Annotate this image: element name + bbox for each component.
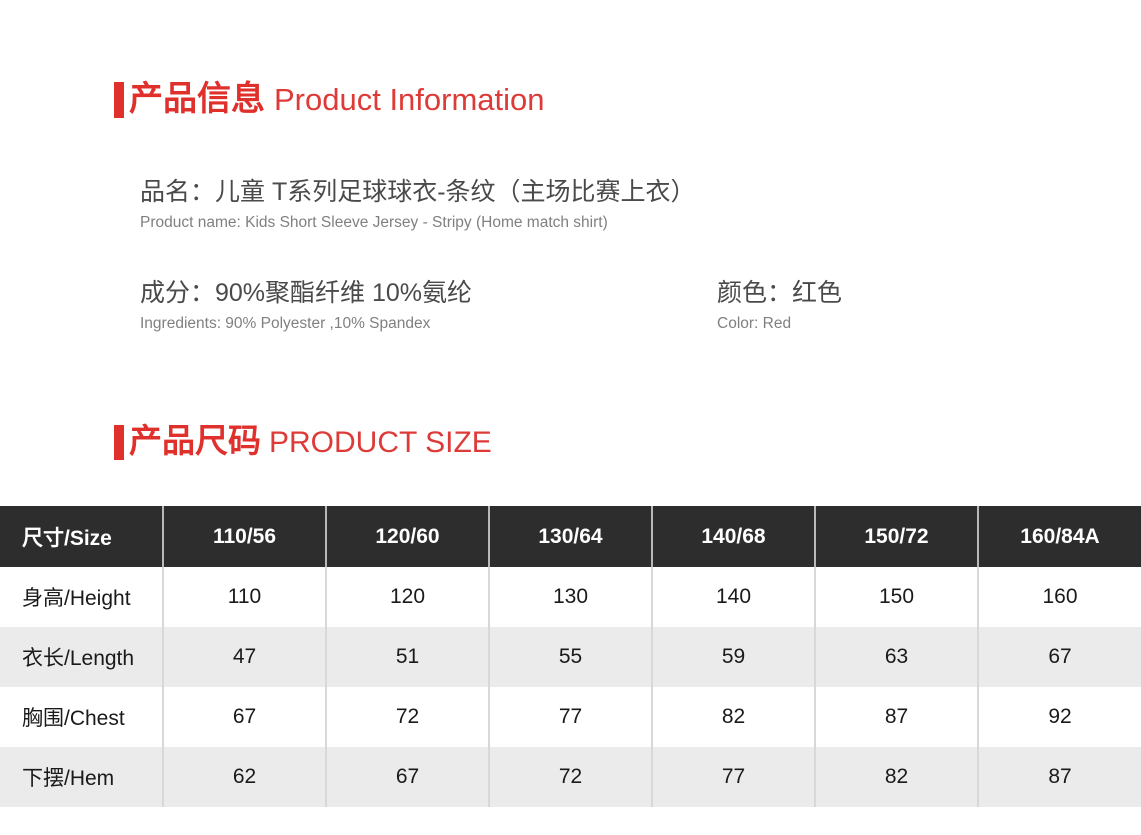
section-heading-product-info: 产品信息 Product Information [114,79,545,120]
size-table-body: 身高/Height 110 120 130 140 150 160 衣长/Length 47 51… [0,567,1141,807]
product-name-cn: 品名：儿童 T系列足球球衣-条纹（主场比赛上衣） [140,178,696,206]
size-table-column-header: 110/56 [162,506,326,567]
size-table-cell: 72 [488,747,652,807]
size-table-head: 尺寸/Size 110/56 120/60 130/64 140/68 150/72 160… [0,506,1141,567]
size-table-cell: 72 [325,687,489,747]
size-table-cell: 47 [162,627,326,687]
size-table-cell: 67 [162,687,326,747]
size-table-cell: 77 [651,747,815,807]
size-table-cell: 67 [977,627,1141,687]
size-table-row-label: 胸围/Chest [0,687,163,747]
size-table-cell: 160 [977,567,1141,627]
size-table-cell: 82 [651,687,815,747]
size-table-row: 下摆/Hem 62 67 72 77 82 87 [0,747,1141,807]
size-table-column-header: 130/64 [488,506,652,567]
size-table-cell: 92 [977,687,1141,747]
ingredients-field: 成分：90%聚酯纤维 10%氨纶 Ingredients: 90% Polyes… [140,276,472,335]
size-table-row: 身高/Height 110 120 130 140 150 160 [0,567,1141,627]
section-title-cn: 产品信息 [129,80,265,118]
red-accent-bar-icon [114,424,124,460]
size-table-row-label: 衣长/Length [0,627,163,687]
size-table-cell: 130 [488,567,652,627]
size-table-cell: 77 [488,687,652,747]
red-accent-bar-icon [114,81,124,118]
size-table-cell: 120 [325,567,489,627]
size-table-column-header: 150/72 [814,506,978,567]
product-name-field: 品名：儿童 T系列足球球衣-条纹（主场比赛上衣） Product name: K… [140,175,696,234]
color-en: Color: Red [717,315,792,332]
size-table-row: 衣长/Length 47 51 55 59 63 67 [0,627,1141,687]
size-table-cell: 67 [325,747,489,807]
size-table-cell: 110 [162,567,326,627]
product-size-table: 尺寸/Size 110/56 120/60 130/64 140/68 150/72 160… [0,506,1141,807]
size-table-row-label: 下摆/Hem [0,747,163,807]
size-table-cell: 140 [651,567,815,627]
color-field: 颜色：红色 Color: Red [717,276,842,335]
size-table-row: 胸围/Chest 67 72 77 82 87 92 [0,687,1141,747]
section-heading-product-size: 产品尺码 PRODUCT SIZE [114,421,492,463]
section-title-cn: 产品尺码 [129,422,261,459]
size-table-corner-header: 尺寸/Size [0,506,163,567]
size-table-cell: 55 [488,627,652,687]
size-table-row-label: 身高/Height [0,567,163,627]
ingredients-cn: 成分：90%聚酯纤维 10%氨纶 [140,279,473,307]
ingredients-en: Ingredients: 90% Polyester ,10% Spandex [140,315,431,332]
size-table-cell: 87 [814,687,978,747]
size-table-cell: 51 [325,627,489,687]
size-table-column-header: 140/68 [651,506,815,567]
size-table-cell: 63 [814,627,978,687]
section-title-en: Product Information [274,82,545,117]
size-table-cell: 62 [162,747,326,807]
size-table-cell: 82 [814,747,978,807]
size-table-header-row: 尺寸/Size 110/56 120/60 130/64 140/68 150/72 160… [0,506,1141,567]
size-table-column-header: 120/60 [325,506,489,567]
size-table-cell: 87 [977,747,1141,807]
product-name-en: Product name: Kids Short Sleeve Jersey -… [140,214,608,231]
size-table-cell: 59 [651,627,815,687]
size-table-column-header: 160/84A [977,506,1141,567]
section-title-en: PRODUCT SIZE [269,426,492,459]
size-table-cell: 150 [814,567,978,627]
color-cn: 颜色：红色 [717,279,843,307]
